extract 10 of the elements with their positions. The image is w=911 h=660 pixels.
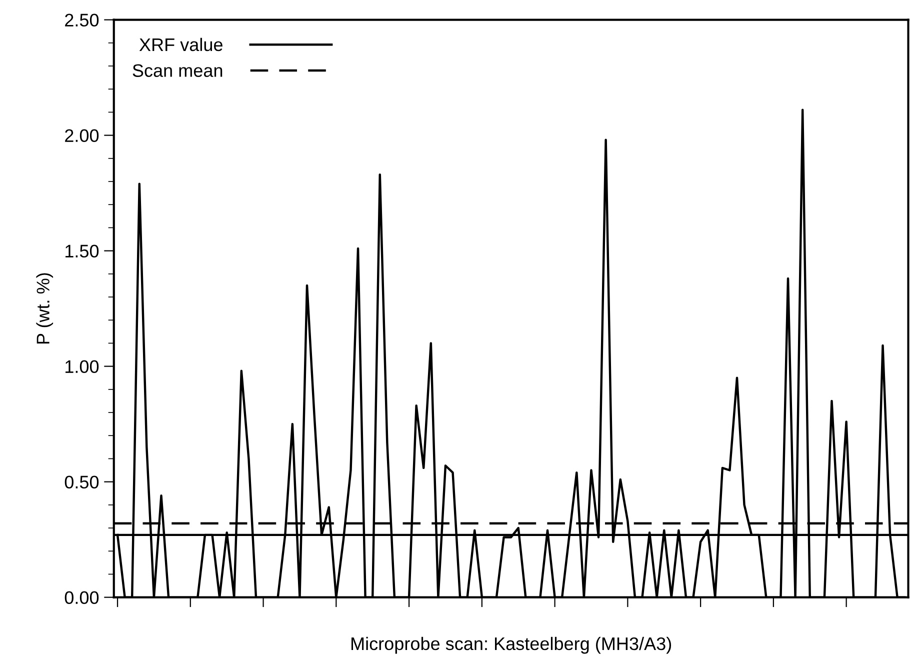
y-tick-label: 1.00: [66, 360, 99, 374]
x-axis-title: Microprobe scan: Kasteelberg (MH3/A3): [352, 636, 672, 654]
y-tick-label: 2.50: [65, 14, 99, 27]
y-axis-title: P (wt. %): [36, 273, 54, 344]
y-tick-label: 2.00: [65, 129, 99, 142]
y-tick-label: 0.50: [64, 476, 99, 489]
y-tick-label: 0.00: [64, 591, 99, 604]
y-tick-label: 1.50: [66, 244, 99, 258]
legend-label: XRF value: [139, 38, 222, 52]
legend-label: Scan mean: [132, 64, 222, 77]
